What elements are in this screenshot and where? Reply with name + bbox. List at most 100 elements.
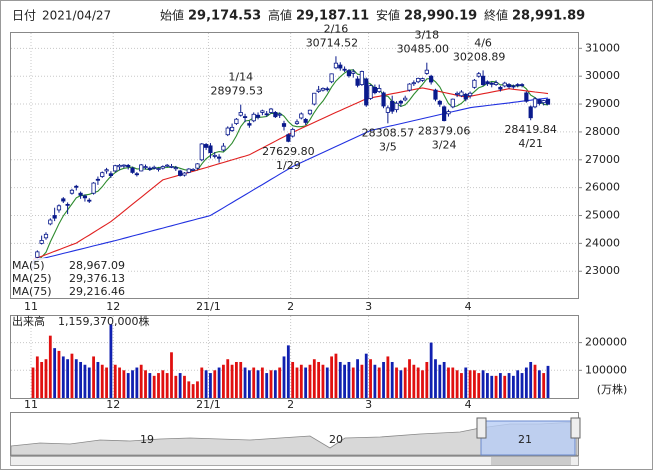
volume-bar xyxy=(537,370,541,398)
y-tick-label: 29000 xyxy=(585,97,620,110)
volume-bar xyxy=(174,375,178,398)
volume-bar xyxy=(217,367,221,398)
volume-bar xyxy=(494,375,498,398)
volume-bar xyxy=(273,370,277,398)
volume-bar xyxy=(35,356,39,398)
x-tick-label: 12 xyxy=(106,300,120,313)
candle-body xyxy=(286,134,291,142)
candle-body xyxy=(433,89,438,100)
volume-bar xyxy=(196,381,199,398)
candle-body xyxy=(312,92,317,105)
legend-value: 29,376.13 xyxy=(69,272,125,285)
volume-bar xyxy=(490,375,494,398)
legend-value: 28,967.09 xyxy=(69,259,125,272)
volume-bar xyxy=(312,359,316,398)
volume-bar xyxy=(291,361,295,398)
volume-bar xyxy=(187,381,191,398)
volume-bar xyxy=(481,370,485,398)
candle-body xyxy=(126,164,131,168)
candle-body xyxy=(463,93,468,100)
volume-total: 1,159,370,000株 xyxy=(58,314,149,328)
candle-body xyxy=(281,123,287,127)
candle-body xyxy=(511,85,516,88)
volume-bar xyxy=(343,364,346,398)
navigator-label: 21 xyxy=(518,433,532,446)
candle-body xyxy=(247,123,252,126)
volume-bar xyxy=(382,361,385,398)
volume-bar xyxy=(416,367,420,398)
volume-bar xyxy=(213,370,217,398)
legend-name: MA(5) xyxy=(12,259,45,272)
volume-bar xyxy=(507,373,511,398)
candle-body xyxy=(39,240,44,244)
candle-body xyxy=(390,100,395,112)
candle-body xyxy=(35,251,40,258)
volume-bar xyxy=(386,356,390,398)
x-tick-label: 2 xyxy=(287,300,294,313)
candle-body xyxy=(169,165,174,168)
volume-bar xyxy=(183,375,186,398)
volume-bar xyxy=(473,370,476,398)
volume-bar xyxy=(161,370,165,398)
volume-bar xyxy=(403,367,407,398)
volume-bar xyxy=(325,367,329,398)
volume-bar xyxy=(377,367,381,398)
candle-body xyxy=(221,145,226,151)
volume-bar xyxy=(338,361,342,398)
volume-bar xyxy=(256,370,260,398)
candle-body xyxy=(113,165,118,172)
candle-body xyxy=(364,78,369,106)
volume-bar xyxy=(464,367,468,398)
x-tick-label: 21/1 xyxy=(196,398,221,411)
annotation-date: 4/6 xyxy=(474,36,492,49)
volume-bar xyxy=(235,361,238,398)
candle-body xyxy=(459,91,464,97)
candle-body xyxy=(56,205,62,211)
candle-body xyxy=(268,108,274,113)
candle-body xyxy=(541,100,546,104)
candle-body xyxy=(346,70,352,77)
candle-body xyxy=(333,62,339,69)
volume-bar xyxy=(460,373,463,398)
candle-body xyxy=(195,163,200,169)
candle-body xyxy=(519,84,525,86)
candle-body xyxy=(234,118,239,124)
volume-bar xyxy=(520,373,524,398)
y-tick-label: 23000 xyxy=(585,264,620,277)
volume-bar xyxy=(356,359,359,398)
candle-body xyxy=(450,98,455,108)
volume-bar xyxy=(265,373,269,398)
volume-bar xyxy=(165,373,169,398)
annotation-date: 3/5 xyxy=(379,140,397,153)
volume-bar xyxy=(152,375,156,398)
volume-bar xyxy=(57,350,61,398)
candle-body xyxy=(100,172,105,177)
navigator-handle[interactable] xyxy=(570,417,581,439)
annotation-value: 28308.57 xyxy=(362,126,415,139)
candle-body xyxy=(420,78,425,81)
scrollbar-thumb[interactable] xyxy=(491,457,571,465)
volume-bar xyxy=(74,359,78,398)
candle-body xyxy=(398,100,403,104)
annotation-value: 30485.00 xyxy=(397,43,450,56)
volume-bar xyxy=(299,364,303,398)
candle-body xyxy=(87,199,92,202)
volume-bar xyxy=(516,370,520,398)
ma-line xyxy=(32,87,549,261)
scrollbar[interactable] xyxy=(10,456,579,466)
volume-bar xyxy=(126,373,130,398)
ma-line xyxy=(32,69,549,264)
candle-body xyxy=(472,79,477,88)
candle-body xyxy=(121,164,126,167)
volume-bar xyxy=(468,370,472,398)
header-value: 28,990.19 xyxy=(404,9,477,24)
volume-bar xyxy=(226,359,230,398)
candle-body xyxy=(485,81,490,85)
candle-body xyxy=(117,164,122,168)
volume-bar xyxy=(498,373,502,398)
candle-body xyxy=(191,168,196,171)
legend-name: MA(75) xyxy=(12,285,52,298)
candle-body xyxy=(368,85,373,99)
navigator-handle[interactable] xyxy=(476,417,487,439)
y-tick-label: 25000 xyxy=(585,209,620,222)
